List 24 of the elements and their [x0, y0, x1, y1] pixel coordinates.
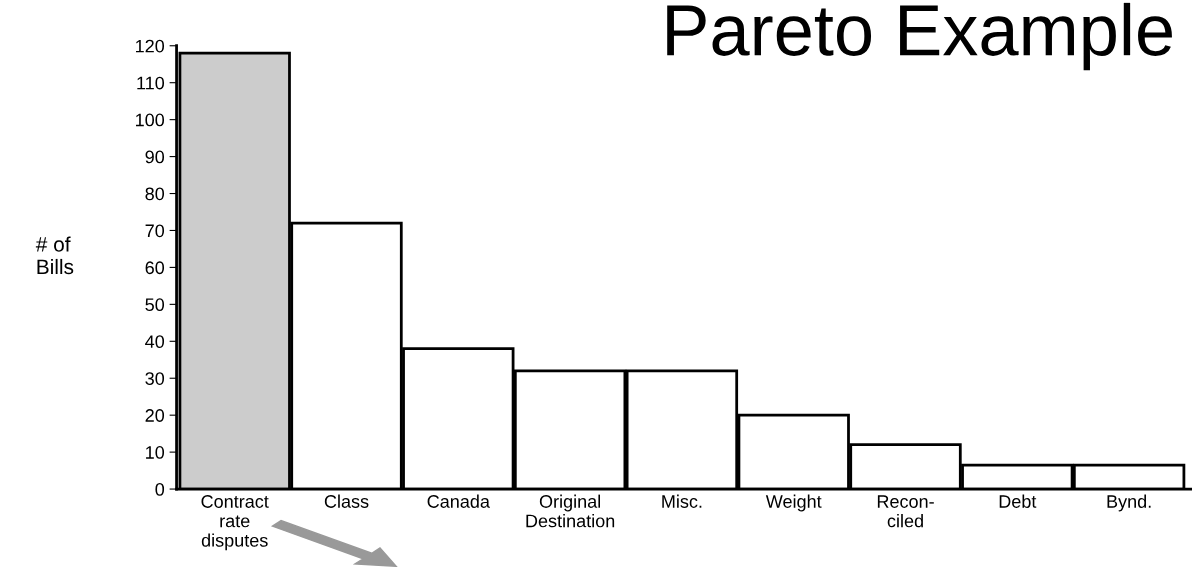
- y-tick-label: 50: [145, 298, 165, 312]
- x-tick-label: Original Destination: [526, 494, 615, 528]
- chart-title: Pareto Example: [667, 2, 1172, 71]
- y-tick-label: 0: [155, 482, 165, 496]
- y-axis-title: # of Bills: [35, 236, 74, 275]
- x-tick-label: Weight: [765, 494, 822, 512]
- x-tick-label: Contract rate disputes: [201, 495, 269, 551]
- y-tick-label: 120: [136, 39, 165, 53]
- y-tick-label: 90: [145, 150, 165, 164]
- y-tick-label: 30: [145, 372, 165, 385]
- x-tick-label: Class: [324, 494, 369, 508]
- y-tick-label: 20: [145, 409, 165, 422]
- x-tick-label: Misc.: [662, 494, 702, 508]
- y-tick-label: 80: [145, 187, 165, 201]
- y-tick-label: 40: [145, 335, 165, 349]
- y-tick-label: 70: [145, 224, 165, 238]
- x-tick-label: Bynd.: [1107, 494, 1151, 512]
- x-tick-label: Debt: [999, 494, 1037, 508]
- y-tick-label: 10: [146, 446, 165, 459]
- x-tick-label: Recon- ciled: [877, 495, 934, 528]
- y-tick-label: 100: [136, 113, 165, 127]
- y-tick-label: 110: [137, 76, 165, 90]
- x-tick-label: Canada: [427, 494, 490, 508]
- y-tick-label: 60: [145, 261, 165, 275]
